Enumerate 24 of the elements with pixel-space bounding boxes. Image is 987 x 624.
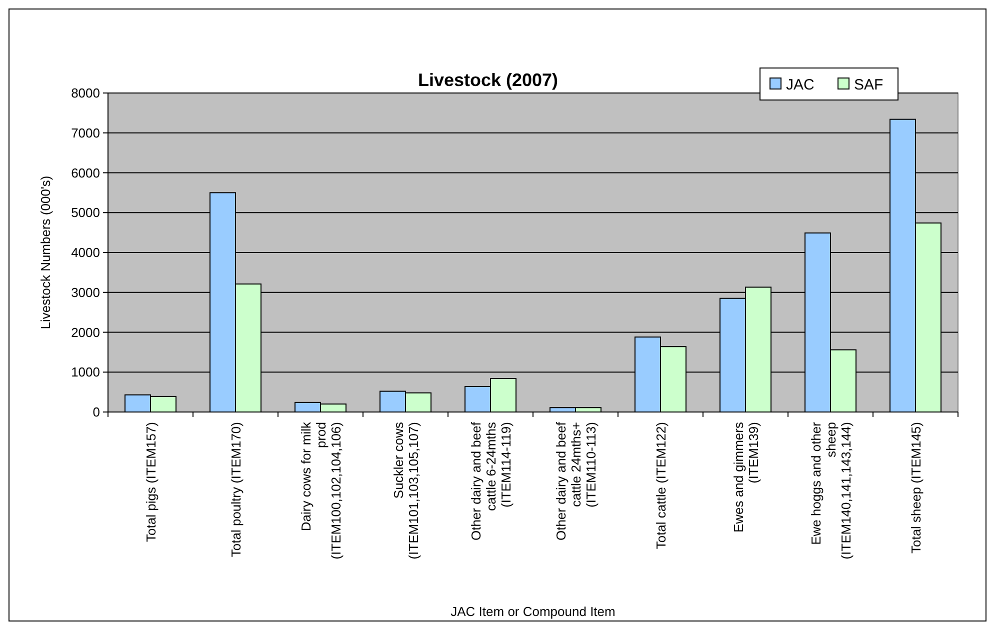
y-tick-label: 3000: [71, 284, 100, 300]
y-tick-label: 4000: [71, 245, 100, 260]
x-tick-label: Ewe hoggs and other sheep (ITEM140,141,143,144): [808, 421, 854, 560]
x-tick-label: Other dairy and beef cattle 24mths+ (ITEM110-113): [554, 422, 598, 541]
x-tick-label: Total cattle (ITEM122): [654, 422, 668, 550]
y-tick-label: 5000: [71, 205, 100, 220]
y-tick-label: 8000: [71, 86, 100, 101]
x-tick-label: Total poultry (ITEM170): [228, 422, 244, 558]
x-axis-title: JAC Item or Compound Item: [450, 604, 616, 619]
legend-label: SAF: [854, 76, 884, 94]
x-tick-label: Total pigs (ITEM157): [144, 422, 158, 542]
y-tick-label: 7000: [71, 125, 100, 140]
y-tick-label: 1000: [71, 364, 100, 380]
y-axis-title: Livestock Numbers (000's): [38, 176, 53, 330]
x-tick-label: Suckler cows (ITEM101,103,105,107): [391, 422, 421, 560]
chart-title: Livestock (2007): [418, 70, 558, 90]
y-tick-label: 2000: [71, 324, 100, 340]
x-tick-label: Total sheep (ITEM145): [908, 422, 924, 554]
legend-label: JAC: [786, 76, 815, 94]
y-tick-label: 0: [92, 404, 100, 420]
x-tick-label: Dairy cows for milk prod (ITEM100,102,104,106): [298, 422, 344, 560]
x-tick-label: Other dairy and beef cattle 6-24mths (ITEM114-119): [468, 422, 514, 541]
x-tick-label: Ewes and gimmers (ITEM139): [731, 422, 761, 533]
y-tick-label: 6000: [71, 165, 100, 180]
